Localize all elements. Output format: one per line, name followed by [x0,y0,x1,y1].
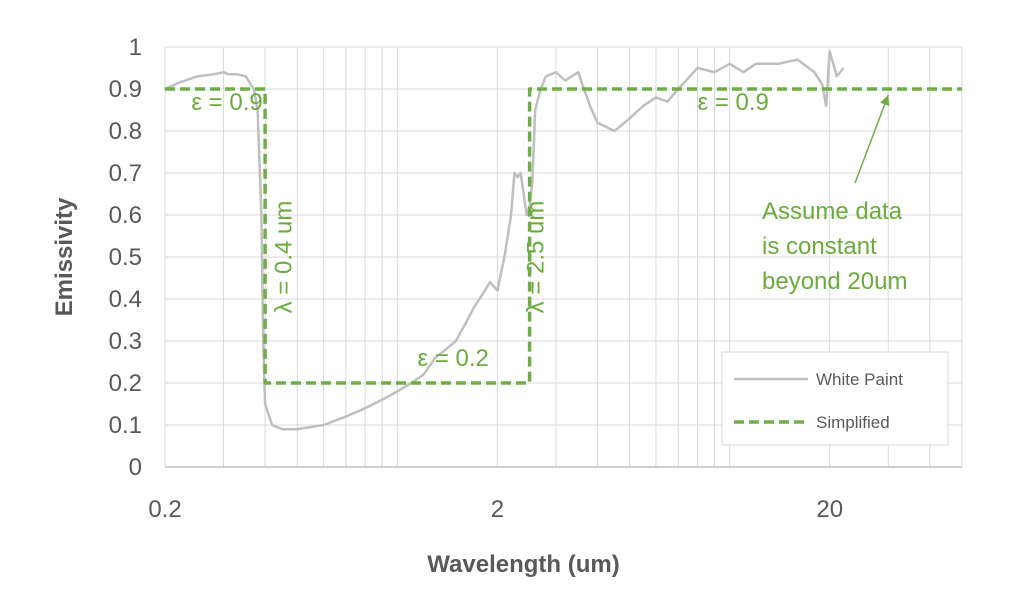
callout-line-2: is constant [762,233,877,260]
annotation-0: ε = 0.9 [191,89,262,116]
series-line-white-paint [164,49,845,431]
y-tick-label-8: 0.8 [109,118,142,145]
callout-line-3: beyond 20um [762,268,907,295]
y-tick-label-5: 0.5 [109,244,142,271]
x-tick-label-0: 0.2 [148,496,181,523]
annotation-3: λ = 2.5 um [522,201,549,314]
x-tick-label-1: 2 [491,496,504,523]
x-axis-title: Wavelength (um) [427,551,619,578]
legend-label-white-paint: White Paint [816,370,903,389]
y-tick-label-2: 0.2 [109,370,142,397]
callout: Assume data is constant beyond 20um [762,94,907,295]
callout-arrowhead [880,95,890,107]
y-tick-label-10: 1 [129,34,142,61]
annotation-2: ε = 0.2 [417,345,488,372]
series-line-simplified [165,87,962,385]
annotations: ε = 0.9 λ = 0.4 um ε = 0.2 λ = 2.5 um ε = 0.… [191,89,769,372]
axes: 0 0.1 0.2 0.3 0.4 0.5 0.6 0.7 0.8 0.9 1 0.2 2 20 [109,34,962,523]
annotation-4: ε = 0.9 [697,89,768,116]
y-tick-label-3: 0.3 [109,328,142,355]
y-tick-label-4: 0.4 [109,286,142,313]
x-tick-label-2: 20 [816,496,843,523]
y-tick-label-6: 0.6 [109,202,142,229]
y-tick-label-7: 0.7 [109,160,142,187]
y-tick-label-9: 0.9 [109,76,142,103]
y-axis-title: Emissivity [51,197,78,316]
legend: White Paint Simplified [721,351,949,446]
legend-box [721,351,949,446]
legend-label-simplified: Simplified [816,413,890,432]
annotation-1: λ = 0.4 um [270,201,297,314]
y-tick-label-1: 0.1 [109,412,142,439]
plot-series [164,49,962,431]
callout-arrow [854,94,889,184]
y-tick-label-0: 0 [129,454,142,481]
callout-line-1: Assume data [762,198,903,225]
